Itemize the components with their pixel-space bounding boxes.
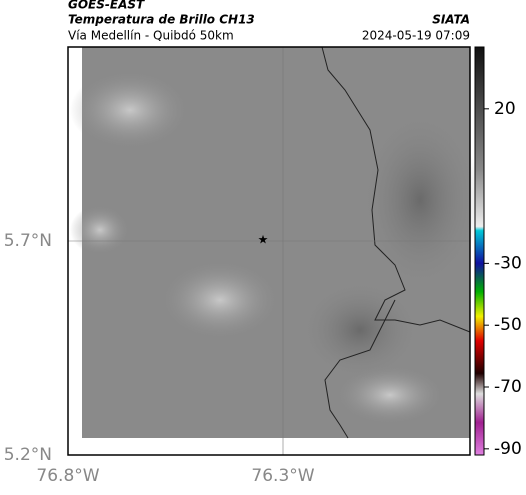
colorbar — [474, 46, 485, 456]
lat-label: 5.7°N — [4, 231, 52, 251]
subtitle: Vía Medellín - Quibdó 50km — [68, 29, 234, 43]
colorbar-tick-label: -50 — [494, 315, 522, 335]
datetime: 2024-05-19 07:09 — [362, 29, 470, 43]
satellite-image: ★ — [67, 46, 480, 456]
org: SIATA — [432, 13, 470, 27]
colorbar-tick-label: -90 — [494, 439, 522, 459]
lon-label: 76.3°W — [251, 466, 314, 486]
colorbar-tick-label: 20 — [494, 99, 516, 119]
colorbar-tick-label: -30 — [494, 253, 522, 273]
colorbar-tick-label: -70 — [494, 377, 522, 397]
lon-label: 76.8°W — [36, 466, 99, 486]
svg-text:★: ★ — [258, 233, 269, 247]
source: GOES-EAST — [68, 0, 145, 12]
title: Temperatura de Brillo CH13 — [68, 13, 255, 27]
lat-label: 5.2°N — [4, 445, 52, 465]
